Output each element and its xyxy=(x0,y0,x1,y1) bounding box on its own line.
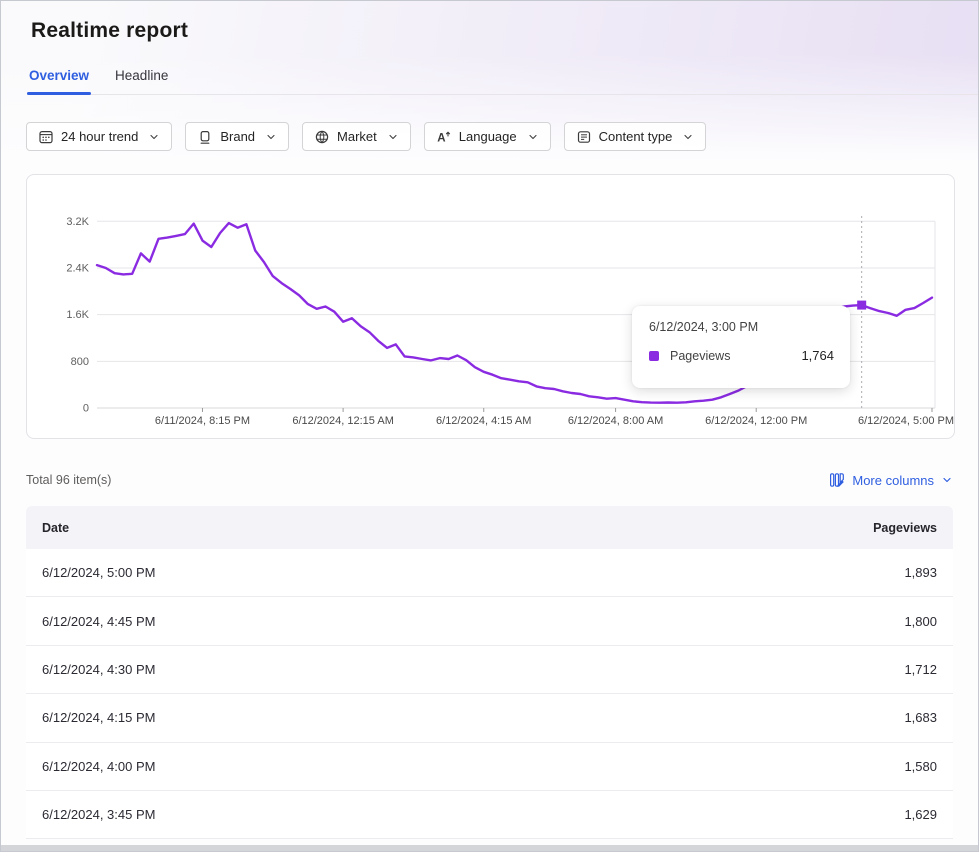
tab-overview[interactable]: Overview xyxy=(27,64,92,95)
column-header-pageviews[interactable]: Pageviews xyxy=(873,520,937,535)
cell-pageviews: 1,712 xyxy=(904,661,937,677)
y-axis-tick-label: 800 xyxy=(71,356,89,368)
x-axis-tick-label: 6/12/2024, 5:00 PM xyxy=(858,415,954,427)
tooltip-series-value: 1,764 xyxy=(801,348,834,363)
cell-pageviews: 1,683 xyxy=(904,710,937,726)
y-axis-tick-label: 2.4K xyxy=(66,262,89,274)
language-icon: A xyxy=(437,131,450,144)
filter-brand[interactable]: Brand xyxy=(185,122,290,151)
filter-content-type[interactable]: Content type xyxy=(563,122,707,151)
table-header-row: Date Pageviews xyxy=(26,506,953,549)
series-color-swatch xyxy=(649,350,659,361)
pageviews-table-section: Total 96 item(s) More columns Date Pagev… xyxy=(26,471,953,840)
cell-pageviews: 1,893 xyxy=(904,565,937,581)
total-items-text: Total 96 item(s) xyxy=(26,473,112,487)
x-axis-tick-label: 6/12/2024, 8:00 AM xyxy=(568,415,663,427)
tab-headline-label: Headline xyxy=(115,68,169,83)
cell-pageviews: 1,629 xyxy=(904,807,937,823)
active-tab-underline xyxy=(27,92,92,95)
content-type-icon xyxy=(577,130,590,143)
table-row[interactable]: 6/12/2024, 3:45 PM 1,629 xyxy=(26,790,953,840)
x-axis-tick-label: 6/12/2024, 4:15 AM xyxy=(436,415,531,427)
svg-text:A: A xyxy=(437,132,445,144)
y-axis-tick-label: 3.2K xyxy=(66,216,89,228)
filter-market[interactable]: Market xyxy=(302,122,411,151)
globe-icon xyxy=(315,130,329,143)
chevron-down-icon xyxy=(267,134,275,139)
hover-point-marker[interactable] xyxy=(857,300,867,310)
cell-date: 6/12/2024, 4:00 PM xyxy=(42,758,156,774)
table-body: 6/12/2024, 5:00 PM 1,893 6/12/2024, 4:45 P… xyxy=(26,549,953,840)
y-axis-tick-label: 1.6K xyxy=(66,309,89,321)
table-row[interactable]: 6/12/2024, 4:00 PM 1,580 xyxy=(26,742,953,791)
filter-language[interactable]: A Language xyxy=(423,122,551,151)
columns-edit-icon xyxy=(830,473,845,487)
cell-pageviews: 1,580 xyxy=(904,758,937,774)
chevron-down-icon xyxy=(389,134,397,139)
filter-24-hour-trend[interactable]: 24 hour trend xyxy=(26,122,173,151)
horizontal-scrollbar[interactable] xyxy=(1,845,978,851)
cell-date: 6/12/2024, 4:45 PM xyxy=(42,613,156,629)
x-axis-tick-label: 6/12/2024, 12:00 PM xyxy=(705,415,807,427)
table-row[interactable]: 6/12/2024, 4:15 PM 1,683 xyxy=(26,694,953,743)
page-title: Realtime report xyxy=(31,19,189,42)
table-row[interactable]: 6/12/2024, 5:00 PM 1,893 xyxy=(26,549,953,598)
filter-label: Language xyxy=(458,129,517,144)
filter-bar: 24 hour trend Brand Market xyxy=(26,122,953,151)
more-columns-label: More columns xyxy=(852,472,934,488)
cell-date: 6/12/2024, 4:30 PM xyxy=(42,661,156,677)
x-axis-tick-label: 6/12/2024, 12:15 AM xyxy=(292,415,394,427)
filter-label: Brand xyxy=(220,129,256,144)
filter-label: Content type xyxy=(598,129,673,144)
cell-date: 6/12/2024, 3:45 PM xyxy=(42,807,156,823)
x-axis-tick-label: 6/11/2024, 8:15 PM xyxy=(155,415,250,427)
calendar-data-icon xyxy=(39,130,53,143)
chevron-down-icon xyxy=(943,477,951,483)
tab-overview-label: Overview xyxy=(29,68,90,83)
tab-bar: Overview Headline xyxy=(27,64,978,95)
filter-label: 24 hour trend xyxy=(61,129,139,144)
cell-date: 6/12/2024, 4:15 PM xyxy=(42,710,156,726)
chevron-down-icon xyxy=(150,134,158,139)
chart-tooltip: 6/12/2024, 3:00 PM Pageviews 1,764 xyxy=(632,306,850,388)
brand-icon xyxy=(200,130,210,144)
y-axis-tick-label: 0 xyxy=(83,403,89,415)
table-row[interactable]: 6/12/2024, 4:45 PM 1,800 xyxy=(26,597,953,646)
more-columns-button[interactable]: More columns xyxy=(829,472,953,488)
table-row[interactable]: 6/12/2024, 4:30 PM 1,712 xyxy=(26,645,953,695)
cell-pageviews: 1,800 xyxy=(904,613,937,629)
chevron-down-icon xyxy=(684,134,692,139)
line-chart-canvas[interactable]: 0 800 1.6K 2.4K 3.2K 6/11/2024, 8:15 PM 6/12/2… xyxy=(27,175,956,440)
cell-date: 6/12/2024, 5:00 PM xyxy=(42,565,156,581)
filter-label: Market xyxy=(337,129,377,144)
tab-headline[interactable]: Headline xyxy=(113,64,170,94)
tooltip-date: 6/12/2024, 3:00 PM xyxy=(649,320,759,334)
tooltip-series-label: Pageviews xyxy=(670,348,731,363)
pageviews-trend-chart[interactable]: 0 800 1.6K 2.4K 3.2K 6/11/2024, 8:15 PM 6/12/2… xyxy=(26,174,955,439)
column-header-date[interactable]: Date xyxy=(42,520,70,535)
chevron-down-icon xyxy=(529,134,537,139)
tooltip-series-row: Pageviews 1,764 xyxy=(649,348,834,363)
